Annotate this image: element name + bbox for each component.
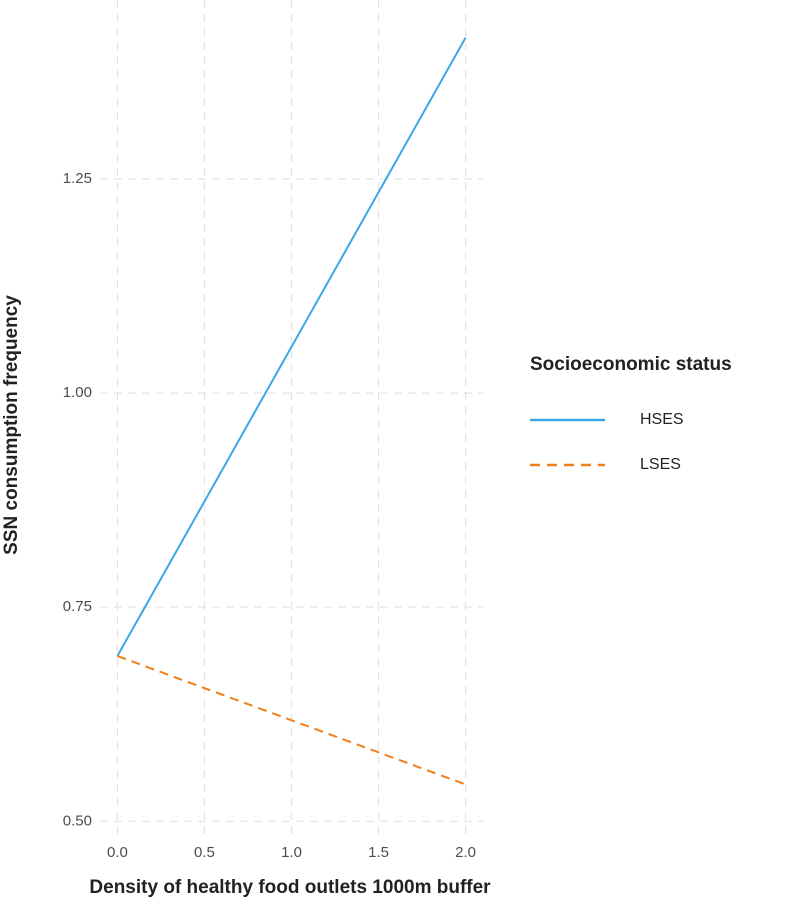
x-tick-label: 2.0 <box>455 844 476 861</box>
y-axis-title: SSN consumption frequency <box>1 295 22 555</box>
legend-title: Socioeconomic status <box>530 354 732 375</box>
y-tick-label: 1.25 <box>63 170 92 187</box>
y-tick-label: 0.50 <box>63 812 92 829</box>
x-tick-label: 1.0 <box>281 844 302 861</box>
x-tick-label: 0.5 <box>194 844 215 861</box>
y-tick-label: 1.00 <box>63 384 92 401</box>
legend-label: LSES <box>640 456 681 473</box>
x-tick-label: 0.0 <box>107 844 128 861</box>
data-line <box>117 655 466 786</box>
legend-label: HSES <box>640 411 684 428</box>
x-axis-title: Density of healthy food outlets 1000m bu… <box>89 877 491 898</box>
x-tick-label: 1.5 <box>368 844 389 861</box>
data-line <box>116 37 467 657</box>
y-tick-label: 0.75 <box>63 598 92 615</box>
